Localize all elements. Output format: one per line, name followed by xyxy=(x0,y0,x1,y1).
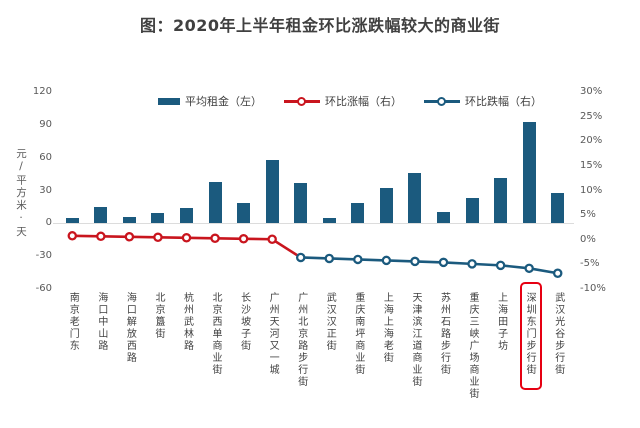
left-axis-tick-label: 60 xyxy=(39,151,52,163)
right-axis-tick-label: 10% xyxy=(580,184,603,196)
marker-icon xyxy=(467,259,477,269)
bar-北京簋街 xyxy=(151,213,165,224)
x-axis-label: 上海上海老街 xyxy=(381,292,393,364)
x-axis-label: 天津滨江道商业街 xyxy=(409,292,421,388)
x-axis-label: 武汉光谷步行街 xyxy=(552,292,564,376)
zero-gridline xyxy=(53,223,574,225)
x-axis-label: 重庆三峡广场商业街 xyxy=(467,292,479,400)
x-axis-label: 海口解放西路 xyxy=(124,292,136,364)
legend-label: 环比涨幅（右） xyxy=(325,95,402,108)
plot-area xyxy=(53,92,574,289)
x-axis-label: 广州天河又一城 xyxy=(267,292,279,376)
right-axis-tick-label: 30% xyxy=(580,86,603,97)
bar-上海上海老街 xyxy=(379,188,393,224)
x-axis-label: 苏州石路步行街 xyxy=(438,292,450,376)
bar-广州北京路步行街 xyxy=(294,182,308,224)
left-axis-title: 元/平方米·天 xyxy=(15,148,27,239)
bar-长沙坡子街 xyxy=(237,202,251,224)
x-axis-label: 武汉汉正街 xyxy=(324,292,336,352)
marker-icon xyxy=(96,231,106,242)
bar-深圳东门步行街 xyxy=(522,121,536,224)
x-axis-label: 深圳东门步行街 xyxy=(524,292,536,376)
bar-上海田子坊 xyxy=(494,178,508,224)
marker-icon xyxy=(267,234,277,245)
marker-icon xyxy=(353,254,363,265)
left-axis-tick-label: -30 xyxy=(35,250,52,262)
left-axis-tick-label: 30 xyxy=(39,184,52,196)
bar-南京老门东 xyxy=(65,217,79,224)
marker-icon xyxy=(524,263,534,274)
marker-icon xyxy=(495,260,506,271)
marker-icon xyxy=(210,233,220,244)
x-axis-label: 海口中山路 xyxy=(95,292,107,352)
x-axis-label: 广州北京路步行街 xyxy=(295,292,307,388)
x-axis-label: 南京老门东 xyxy=(67,292,79,352)
left-axis-tick-label: 120 xyxy=(32,86,52,97)
x-axis-label: 杭州武林路 xyxy=(181,292,193,352)
bar-重庆三峡广场商业街 xyxy=(465,198,479,224)
bar-swatch-icon xyxy=(158,97,180,105)
marker-icon xyxy=(181,233,192,243)
marker-icon xyxy=(295,252,306,263)
marker-icon xyxy=(381,255,392,266)
left-axis-tick-label: 0 xyxy=(45,217,52,229)
right-axis-tick-label: 5% xyxy=(580,209,596,221)
marker-icon xyxy=(324,253,335,264)
legend: 平均租金（左） 环比涨幅（右） 环比跌幅（右） xyxy=(158,93,542,109)
left-axis-tick-label: -60 xyxy=(35,283,52,294)
marker-icon xyxy=(67,231,78,241)
bar-海口中山路 xyxy=(94,206,108,224)
rise-line-swatch-icon xyxy=(284,96,320,106)
legend-label: 环比跌幅（右） xyxy=(465,95,542,108)
right-axis-tick-label: 20% xyxy=(580,135,603,147)
right-axis-tick-label: 15% xyxy=(580,159,603,171)
bar-广州天河又一城 xyxy=(265,159,279,224)
right-axis-tick-label: 0% xyxy=(580,233,596,245)
fall-line-swatch-icon xyxy=(424,96,460,106)
marker-icon xyxy=(410,256,420,267)
line-series-layer xyxy=(67,231,563,278)
line-环比跌幅（右） xyxy=(300,256,558,275)
right-axis-tick-label: -5% xyxy=(580,258,600,270)
x-axis-label: 北京西单商业街 xyxy=(210,292,222,376)
bar-杭州武林路 xyxy=(180,208,193,224)
legend-item-avg-rent: 平均租金（左） xyxy=(158,93,262,109)
legend-label: 平均租金（左） xyxy=(185,95,262,108)
x-axis-label: 长沙坡子街 xyxy=(238,292,250,352)
marker-icon xyxy=(438,257,449,268)
marker-icon xyxy=(552,268,563,278)
bar-武汉光谷步行街 xyxy=(551,192,565,224)
bar-武汉汉正街 xyxy=(322,217,336,224)
bar-苏州石路步行街 xyxy=(437,212,450,224)
right-axis-tick-label: 25% xyxy=(580,110,603,122)
chart-title: 图：2020年上半年租金环比涨跌幅较大的商业街 xyxy=(139,16,501,35)
marker-icon xyxy=(124,232,135,242)
left-axis-tick-label: 90 xyxy=(39,118,52,130)
right-axis-tick-label: -10% xyxy=(580,283,606,294)
marker-icon xyxy=(153,232,163,243)
bar-重庆南坪商业街 xyxy=(351,202,365,224)
x-axis-label: 重庆南坪商业街 xyxy=(352,292,364,376)
marker-icon xyxy=(238,234,249,244)
x-axis-label: 上海田子坊 xyxy=(495,292,507,352)
legend-item-rise: 环比涨幅（右） xyxy=(284,93,402,109)
highlight-box xyxy=(520,282,543,390)
x-axis-label: 北京簋街 xyxy=(152,292,164,340)
bar-海口解放西路 xyxy=(122,216,136,224)
bar-北京西单商业街 xyxy=(208,181,222,224)
legend-item-fall: 环比跌幅（右） xyxy=(424,93,542,109)
bar-天津滨江道商业街 xyxy=(408,172,422,224)
